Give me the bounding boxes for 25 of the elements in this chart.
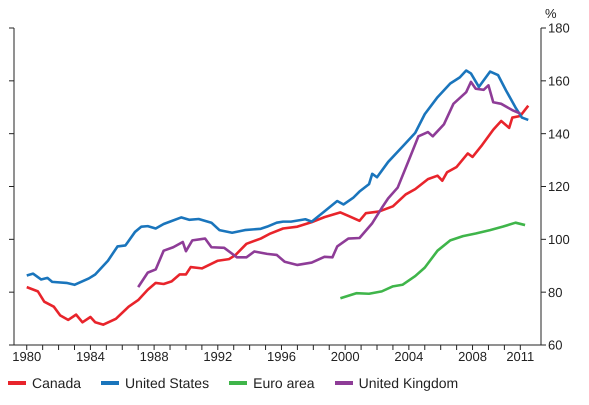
legend-label: Euro area	[253, 375, 315, 391]
x-tick-label: 2000	[330, 349, 360, 364]
x-tick-label: 2011	[506, 349, 534, 364]
legend-label: United States	[125, 375, 210, 391]
y-tick-label: 180	[548, 20, 570, 36]
legend-label: Canada	[32, 375, 82, 391]
y-tick-label: 80	[548, 284, 562, 300]
line-series	[25, 104, 530, 326]
y-tick-label: 120	[548, 179, 570, 194]
x-tick-label: 1996	[267, 349, 296, 364]
y-tick-label: 140	[548, 126, 570, 142]
x-tick-label: 2004	[394, 349, 424, 364]
x-tick-label: 1992	[203, 349, 232, 364]
x-tick-label: 1984	[76, 349, 105, 364]
x-tick-label: 1988	[140, 349, 169, 364]
y-tick-label: 100	[548, 232, 570, 247]
y-tick-label: 60	[548, 338, 562, 353]
x-tick-label: 1980	[12, 349, 42, 364]
x-tick-label: 2008	[458, 349, 487, 364]
line-series	[136, 80, 522, 288]
y-tick-label: 160	[548, 73, 570, 88]
line-series	[339, 221, 526, 300]
y-axis-title: %	[545, 6, 557, 21]
legend-label: United Kingdom	[358, 375, 458, 391]
line-series	[25, 69, 530, 286]
